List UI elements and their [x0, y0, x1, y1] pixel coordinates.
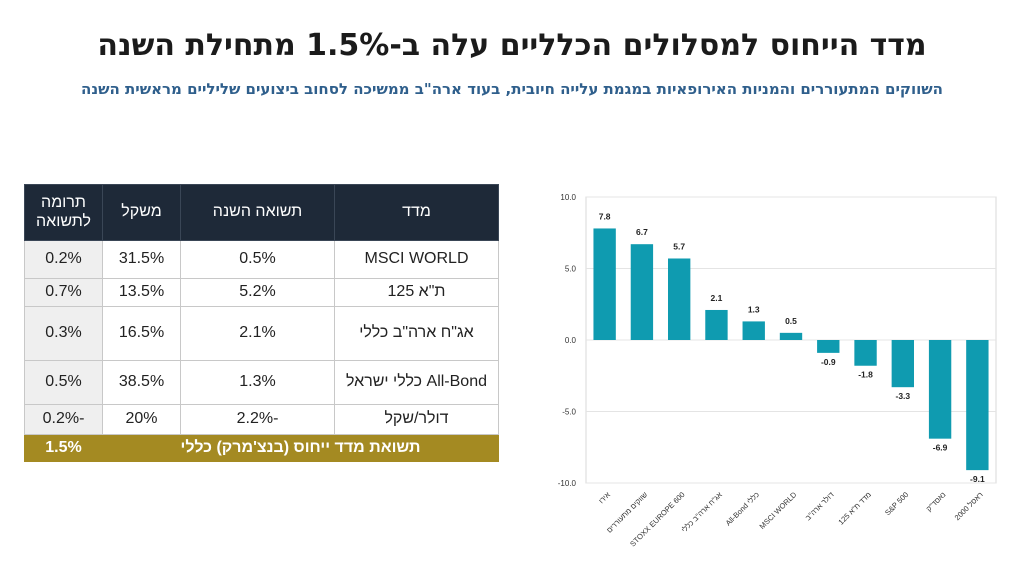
- cell-weight: 16.5%: [102, 306, 181, 361]
- x-tick-label: נאסד"ק: [924, 490, 947, 513]
- data-label: 6.7: [636, 227, 648, 237]
- y-tick-label: 0.0: [565, 336, 577, 345]
- bar: [779, 332, 803, 340]
- cell-weight: 20%: [102, 404, 181, 435]
- data-label: 7.8: [599, 211, 611, 221]
- page-title: מדד הייחוס למסלולים הכלליים עלה ב-1.5% מ…: [97, 28, 927, 63]
- bar: [854, 340, 877, 366]
- cell-ytd: 1.3%: [180, 360, 335, 405]
- header-weight: משקל: [102, 184, 181, 241]
- table-row: ת"א 125 5.2% 13.5% 0.7%: [24, 278, 499, 307]
- cell-index: MSCI WORLD: [334, 240, 499, 279]
- x-tick-label: All-Bond כללי: [724, 490, 762, 528]
- table-row: אג"ח ארה"ב כללי 2.1% 16.5% 0.3%: [24, 306, 499, 361]
- cell-weight: 31.5%: [102, 240, 181, 279]
- y-tick-label: -5.0: [562, 408, 576, 417]
- bar: [928, 340, 952, 439]
- header-index: מדד: [334, 184, 499, 241]
- x-tick-label: מדד ת"א 125: [836, 490, 873, 527]
- cell-weight: 13.5%: [102, 278, 181, 307]
- cell-index: ת"א 125: [334, 278, 499, 307]
- x-tick-label: ראסל 2000: [953, 490, 985, 522]
- bar: [630, 244, 654, 340]
- benchmark-weights-table: מדד תשואה השנה משקל תרומה לתשואה MSCI WO…: [24, 184, 499, 462]
- y-tick-label: 10.0: [560, 193, 576, 202]
- data-label: -3.3: [895, 391, 910, 401]
- data-label: -1.8: [858, 370, 873, 380]
- cell-ytd: 2.1%: [180, 306, 335, 361]
- cell-contribution: -0.2%: [24, 404, 103, 435]
- page-subtitle: השווקים המתעוררים והמניות האירופאיות במג…: [81, 80, 943, 98]
- cell-contribution: 0.5%: [24, 360, 103, 405]
- table-header-row: מדד תשואה השנה משקל תרומה לתשואה: [24, 184, 499, 241]
- cell-contribution: 0.7%: [24, 278, 103, 307]
- x-tick-label: MSCI WORLD: [758, 490, 799, 531]
- table-row: דולר/שקל -2.2% 20% -0.2%: [24, 404, 499, 435]
- bar: [593, 228, 616, 340]
- data-label: 0.5: [785, 316, 797, 326]
- cell-weight: 38.5%: [102, 360, 181, 405]
- header-ytd-return: תשואה השנה: [180, 184, 335, 241]
- table-row: All-Bond כללי ישראל 1.3% 38.5% 0.5%: [24, 360, 499, 405]
- x-tick-label: דולר ארה"ב: [803, 490, 835, 522]
- cell-index: All-Bond כללי ישראל: [334, 360, 499, 405]
- total-label: תשואת מדד ייחוס (בנצ'מרק) כללי: [102, 434, 499, 462]
- cell-ytd: 5.2%: [180, 278, 335, 307]
- bar: [966, 340, 989, 471]
- cell-contribution: 0.3%: [24, 306, 103, 361]
- data-label: 2.1: [711, 293, 723, 303]
- table-row: MSCI WORLD 0.5% 31.5% 0.2%: [24, 240, 499, 279]
- bar: [705, 309, 728, 340]
- cell-contribution: 0.2%: [24, 240, 103, 279]
- cell-ytd: 0.5%: [180, 240, 335, 279]
- data-label: -6.9: [933, 443, 948, 453]
- y-tick-label: 5.0: [565, 265, 577, 274]
- x-tick-label: אירו: [597, 490, 612, 505]
- total-value: 1.5%: [24, 434, 103, 462]
- cell-index: דולר/שקל: [334, 404, 499, 435]
- bar: [668, 258, 691, 340]
- cell-index: אג"ח ארה"ב כללי: [334, 306, 499, 361]
- cell-ytd: -2.2%: [180, 404, 335, 435]
- bar: [891, 340, 914, 388]
- bar: [742, 321, 765, 340]
- data-label: 5.7: [673, 241, 685, 251]
- x-tick-label: S&P 500: [883, 490, 910, 517]
- total-row: תשואת מדד ייחוס (בנצ'מרק) כללי 1.5%: [24, 434, 499, 462]
- data-label: -9.1: [970, 474, 985, 484]
- y-tick-label: -10.0: [558, 479, 577, 488]
- bar: [817, 340, 840, 353]
- header-contribution: תרומה לתשואה: [24, 184, 103, 241]
- data-label: 1.3: [748, 304, 760, 314]
- data-label: -0.9: [821, 357, 836, 367]
